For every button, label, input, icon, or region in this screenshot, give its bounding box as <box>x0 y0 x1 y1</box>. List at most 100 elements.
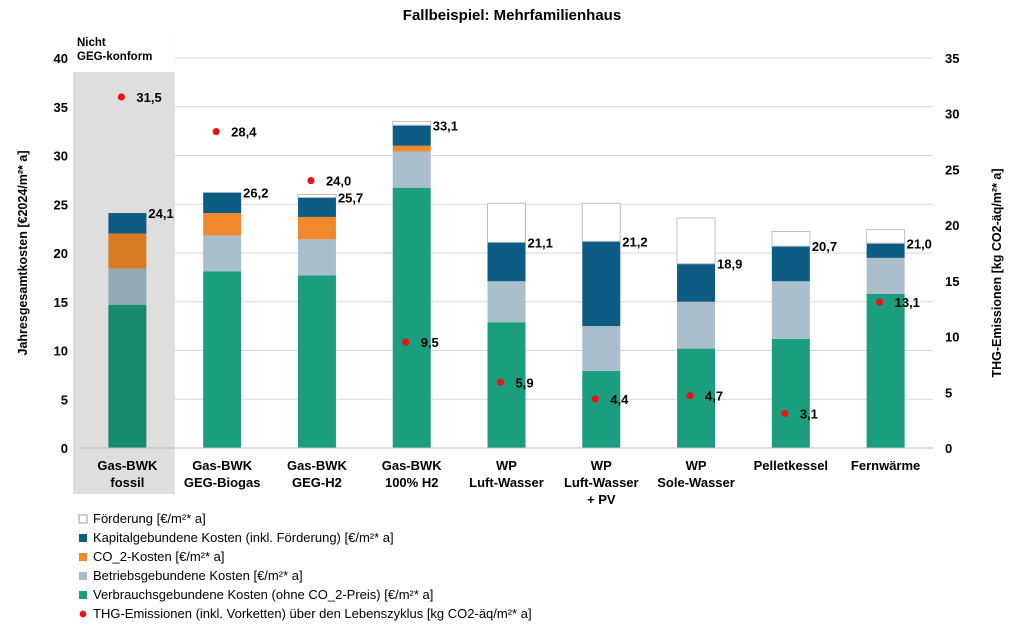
bar-segment <box>582 326 621 371</box>
bar-segment <box>487 242 526 282</box>
category-label: Luft-Wasser <box>469 475 544 490</box>
bar-segment <box>203 192 242 214</box>
y-tick-right: 20 <box>945 218 959 233</box>
axes: 0 5 10 15 20 25 30 35 40 0 5 10 15 20 25 30 35 Gas-BWK fos… <box>16 51 1004 507</box>
highlight-note-line: GEG-konform <box>77 51 152 63</box>
y-tick-left: 5 <box>61 392 68 407</box>
bar-segment <box>676 217 716 265</box>
legend-swatch <box>79 534 87 542</box>
legend-swatch <box>78 514 88 524</box>
emission-point <box>591 395 599 403</box>
total-label: 24,1 <box>148 206 173 221</box>
emission-label: 4,4 <box>610 392 629 407</box>
emission-label: 4,7 <box>705 389 723 404</box>
bar-segment <box>108 233 147 269</box>
legend-label: THG-Emissionen (inkl. Vorketten) über de… <box>93 606 532 621</box>
bar-segment <box>487 322 526 448</box>
y-tick-right: 25 <box>945 162 959 177</box>
legend-swatch <box>79 572 87 580</box>
bar-segment <box>297 194 337 198</box>
legend-label: Förderung [€/m²* a] <box>93 511 206 526</box>
bar-segment <box>297 197 336 217</box>
total-label: 20,7 <box>812 239 837 254</box>
y-axis-label-right: THG-Emissionen [kg CO2-äq/m²* a] <box>990 168 1004 377</box>
bar-segment <box>677 348 716 448</box>
legend-marker <box>79 610 87 618</box>
category-label: Pelletkessel <box>754 458 828 473</box>
bar-segment <box>866 243 905 258</box>
bar-segment <box>866 257 905 294</box>
chart-title: Fallbeispiel: Mehrfamilienhaus <box>403 7 621 24</box>
legend-label: Verbrauchsgebundene Kosten (ohne CO_2-Pr… <box>93 587 433 602</box>
legend-label: Kapitalgebundene Kosten (inkl. Förderung… <box>93 530 394 545</box>
y-tick-left: 25 <box>54 197 68 212</box>
category-label: Fernwärme <box>851 458 920 473</box>
emission-point <box>876 298 884 306</box>
bar-segment <box>108 213 147 234</box>
y-tick-left: 40 <box>54 51 68 66</box>
y-tick-right: 5 <box>945 385 952 400</box>
highlight-note-line: Nicht <box>77 37 106 49</box>
category-label: Gas-BWK <box>97 458 158 473</box>
total-label: 21,1 <box>528 235 553 250</box>
category-label: WP <box>591 458 612 473</box>
category-label: fossil <box>110 475 144 490</box>
bar-segment <box>677 301 716 349</box>
bar-segment <box>297 239 336 276</box>
emission-label: 3,1 <box>800 406 818 421</box>
category-label: GEG-H2 <box>292 475 342 490</box>
bar-segment <box>866 229 906 244</box>
y-tick-left: 0 <box>61 441 68 456</box>
emission-point <box>307 176 315 185</box>
bar-segment <box>487 202 526 243</box>
bar-segment <box>771 231 811 247</box>
y-axis-label-left: Jahresgesamtkosten [€2024/m²* a] <box>16 151 30 356</box>
y-tick-left: 15 <box>54 295 68 310</box>
bar-segment <box>771 246 810 282</box>
emission-label: 31,5 <box>136 90 161 105</box>
category-label: WP <box>686 458 707 473</box>
emission-label: 24,0 <box>326 174 351 189</box>
emission-label: 9,5 <box>421 335 439 350</box>
category-label: GEG-Biogas <box>184 475 261 490</box>
highlight-note-box <box>73 32 175 72</box>
emission-point <box>212 127 220 136</box>
total-label: 21,0 <box>907 236 932 251</box>
category-label: Gas-BWK <box>192 458 253 473</box>
bar-segment <box>108 304 147 448</box>
bar-segment <box>771 338 810 448</box>
total-label: 33,1 <box>433 118 458 133</box>
y-tick-left: 10 <box>54 344 68 359</box>
emission-point <box>402 338 410 346</box>
bar-segment <box>487 281 526 323</box>
bar-segment <box>392 145 431 152</box>
category-label: Gas-BWK <box>287 458 348 473</box>
category-label: 100% H2 <box>385 475 438 490</box>
bar-segment <box>392 151 431 188</box>
value-labels: 24,1 26,2 25,7 33,1 21,1 21,2 18,9 20,7 21,0 <box>148 118 932 271</box>
bar-segment <box>203 271 242 448</box>
category-label: + PV <box>587 492 616 507</box>
bar-segment <box>866 293 905 448</box>
legend: Förderung [€/m²* a] Kapitalgebundene Kost… <box>78 511 532 621</box>
y-tick-left: 20 <box>54 246 68 261</box>
total-label: 25,7 <box>338 190 363 205</box>
y-tick-right: 10 <box>945 330 959 345</box>
y-tick-left: 30 <box>54 149 68 164</box>
bar-segment <box>392 125 431 146</box>
bar-segment <box>677 263 716 302</box>
emission-point <box>686 392 694 400</box>
y-tick-left: 35 <box>54 100 68 115</box>
total-label: 26,2 <box>243 186 268 201</box>
bar-segment <box>203 235 242 272</box>
category-label: Sole-Wasser <box>657 475 735 490</box>
emission-label: 28,4 <box>231 125 257 140</box>
legend-label: Betriebsgebundene Kosten [€/m²* a] <box>93 568 303 583</box>
emission-point <box>496 378 505 386</box>
bar-segment <box>582 241 621 327</box>
legend-swatch <box>79 591 87 599</box>
emission-point <box>117 93 125 101</box>
y-tick-right: 0 <box>945 441 952 456</box>
bar-segment <box>392 120 432 126</box>
